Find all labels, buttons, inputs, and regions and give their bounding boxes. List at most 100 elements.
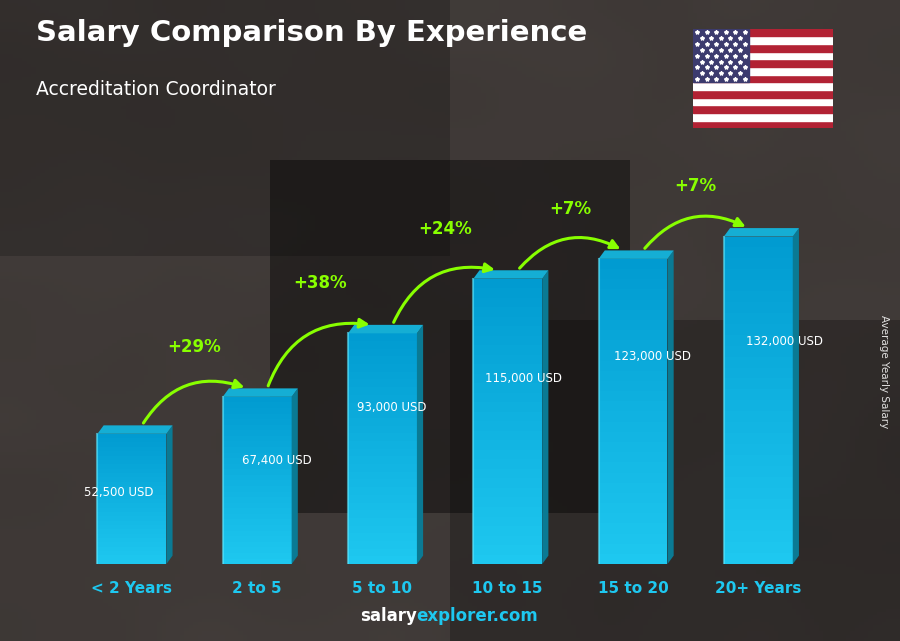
Bar: [348, 518, 417, 526]
Bar: [348, 456, 417, 464]
Bar: [598, 299, 668, 310]
Text: 123,000 USD: 123,000 USD: [614, 350, 691, 363]
Bar: [724, 455, 793, 466]
Bar: [724, 280, 793, 291]
Bar: [473, 488, 542, 497]
Bar: [724, 367, 793, 378]
Bar: [222, 475, 292, 481]
Bar: [598, 483, 668, 493]
Bar: [598, 544, 668, 554]
Bar: [97, 503, 166, 508]
Bar: [473, 450, 542, 460]
Bar: [348, 372, 417, 379]
Bar: [598, 310, 668, 320]
Bar: [598, 340, 668, 351]
Bar: [598, 493, 668, 503]
Bar: [473, 554, 542, 564]
Bar: [222, 458, 292, 463]
Bar: [693, 75, 832, 82]
Bar: [473, 364, 542, 374]
Bar: [598, 351, 668, 361]
Bar: [222, 542, 292, 547]
Bar: [222, 514, 292, 519]
Polygon shape: [348, 325, 423, 333]
Bar: [222, 463, 292, 469]
Text: Salary Comparison By Experience: Salary Comparison By Experience: [36, 19, 587, 47]
Bar: [222, 419, 292, 425]
Bar: [598, 401, 668, 412]
Bar: [97, 508, 166, 512]
Bar: [473, 497, 542, 507]
Bar: [693, 97, 832, 105]
Bar: [348, 464, 417, 472]
Bar: [348, 341, 417, 349]
Bar: [473, 421, 542, 431]
Bar: [693, 82, 832, 90]
Bar: [693, 113, 832, 121]
Bar: [598, 432, 668, 442]
Bar: [598, 289, 668, 299]
Bar: [97, 478, 166, 481]
Bar: [724, 378, 793, 389]
Bar: [724, 510, 793, 520]
Bar: [598, 412, 668, 422]
Bar: [222, 553, 292, 558]
Polygon shape: [292, 388, 298, 564]
Bar: [724, 269, 793, 280]
Bar: [97, 451, 166, 456]
Bar: [473, 507, 542, 517]
Bar: [348, 510, 417, 518]
Bar: [724, 444, 793, 455]
Bar: [97, 516, 166, 520]
Bar: [97, 547, 166, 551]
Bar: [598, 330, 668, 340]
Bar: [348, 349, 417, 356]
Bar: [598, 472, 668, 483]
Bar: [473, 317, 542, 326]
Bar: [97, 490, 166, 495]
FancyArrowPatch shape: [644, 216, 742, 248]
Bar: [724, 302, 793, 313]
Bar: [598, 269, 668, 279]
Bar: [724, 345, 793, 356]
Bar: [724, 291, 793, 302]
Text: +24%: +24%: [418, 220, 472, 238]
Bar: [348, 379, 417, 387]
Bar: [97, 551, 166, 555]
Text: +29%: +29%: [167, 338, 221, 356]
Bar: [724, 477, 793, 488]
Bar: [598, 442, 668, 452]
Polygon shape: [668, 251, 674, 564]
Bar: [97, 520, 166, 525]
Bar: [598, 554, 668, 564]
Bar: [97, 525, 166, 529]
Bar: [724, 401, 793, 412]
Bar: [473, 460, 542, 469]
Bar: [222, 525, 292, 531]
Bar: [97, 495, 166, 499]
Bar: [598, 391, 668, 401]
Bar: [222, 436, 292, 442]
FancyArrowPatch shape: [393, 264, 491, 322]
Bar: [222, 469, 292, 475]
Bar: [222, 481, 292, 486]
Bar: [693, 44, 832, 52]
Bar: [473, 279, 542, 288]
Bar: [348, 533, 417, 541]
Bar: [473, 383, 542, 393]
Bar: [724, 356, 793, 367]
Polygon shape: [542, 271, 548, 564]
Bar: [348, 387, 417, 395]
Bar: [348, 479, 417, 487]
Bar: [348, 541, 417, 549]
Bar: [97, 442, 166, 447]
Bar: [473, 307, 542, 317]
Bar: [598, 370, 668, 381]
Bar: [348, 395, 417, 403]
Bar: [724, 553, 793, 564]
Bar: [598, 422, 668, 432]
Bar: [222, 497, 292, 503]
Bar: [473, 288, 542, 298]
Polygon shape: [793, 228, 799, 564]
Bar: [693, 90, 832, 97]
